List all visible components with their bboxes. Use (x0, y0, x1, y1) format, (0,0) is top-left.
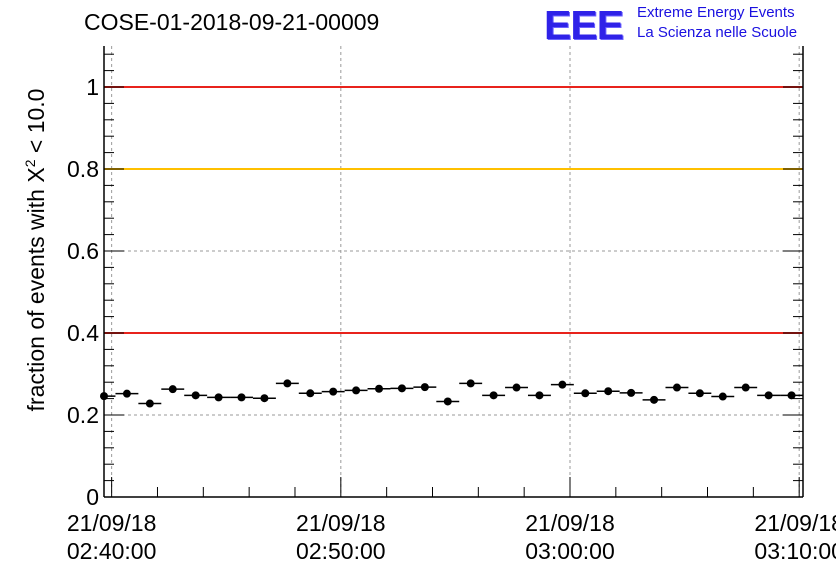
y-tick-label: 0.6 (67, 238, 99, 264)
data-point (764, 391, 773, 400)
data-point (420, 383, 429, 392)
x-tick-label-time: 03:00:00 (525, 538, 615, 564)
x-tick-label-date: 21/09/18 (296, 510, 386, 536)
data-point (741, 383, 750, 392)
data-point (283, 379, 292, 388)
logo-text-line1: Extreme Energy Events (637, 4, 795, 21)
data-point (168, 385, 177, 394)
data-point (489, 391, 498, 400)
x-tick-label-date: 21/09/18 (67, 510, 157, 536)
data-point (352, 386, 361, 395)
data-point (535, 391, 544, 400)
data-point (512, 383, 521, 392)
x-tick-label-time: 02:50:00 (296, 538, 386, 564)
chart-title: COSE-01-2018-09-21-00009 (84, 9, 380, 35)
y-tick-label: 0 (86, 484, 99, 510)
data-point (443, 397, 452, 406)
data-point (122, 389, 131, 398)
y-tick-label: 0.4 (67, 320, 99, 346)
y-tick-label: 0.8 (67, 156, 99, 182)
data-point (627, 388, 636, 397)
data-point (718, 392, 727, 401)
data-point (581, 389, 590, 398)
x-tick-label-date: 21/09/18 (525, 510, 615, 536)
data-point (650, 395, 659, 404)
y-tick-label: 1 (86, 74, 99, 100)
data-point (695, 389, 704, 398)
data-point (306, 389, 315, 398)
data-point (145, 399, 154, 408)
data-point (466, 379, 475, 388)
data-point (260, 394, 269, 403)
data-point (375, 384, 384, 393)
data-point (558, 380, 567, 389)
data-point (100, 392, 108, 401)
x-tick-label-time: 02:40:00 (67, 538, 157, 564)
data-point (214, 393, 223, 402)
data-point (604, 387, 613, 396)
eee-logo-mark: EEE (544, 2, 624, 48)
x-tick-label-date: 21/09/18 (754, 510, 836, 536)
data-point (329, 387, 338, 396)
logo-text-line2: La Scienza nelle Scuole (637, 24, 798, 41)
y-tick-label: 0.2 (67, 402, 99, 428)
data-point (191, 391, 200, 400)
x-tick-label-time: 03:10:00 (754, 538, 836, 564)
data-point (237, 393, 246, 402)
data-point (397, 384, 406, 393)
data-point (672, 383, 681, 392)
data-point (787, 391, 796, 400)
